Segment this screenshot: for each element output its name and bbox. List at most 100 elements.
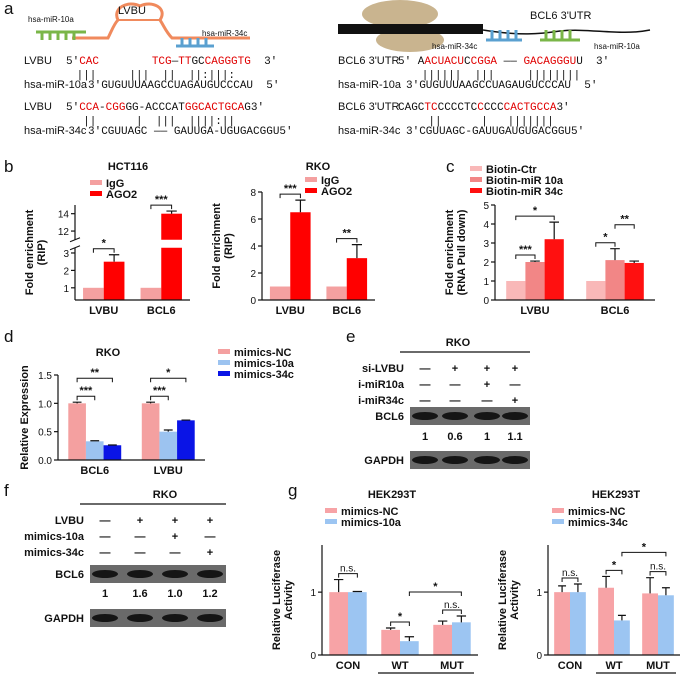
base-pairs: || | ||||||| <box>402 116 554 128</box>
sequence-segment: ACUACU <box>424 56 464 68</box>
sig-bracket <box>649 571 667 576</box>
y-tick-label: 12 <box>58 227 70 238</box>
sig-bracket <box>561 577 579 582</box>
bar <box>605 260 625 300</box>
sequence: 3'CGUUAGC-GAUUGAUGUGACGGU5' <box>406 126 584 138</box>
x-tick-label: MUT <box>440 660 464 672</box>
y-axis-label: (RNA Pull down) <box>456 209 468 295</box>
condition-mark: — <box>420 395 431 407</box>
sequence-segment: CAGC <box>398 102 425 114</box>
sig-bracket <box>515 254 536 260</box>
bar <box>83 287 104 300</box>
sequence-segment: - <box>99 102 106 114</box>
y-tick-label: 1 <box>536 588 542 599</box>
bar <box>554 592 570 655</box>
bar <box>381 629 400 655</box>
sig-label: * <box>166 367 171 379</box>
bar <box>642 593 658 655</box>
sig-bracket <box>150 377 187 383</box>
y-tick-label: 4 <box>250 242 256 253</box>
error-bar <box>385 627 396 630</box>
bcl6-diagram <box>338 0 651 52</box>
x-tick-label: WT <box>605 660 622 672</box>
blot-strip <box>90 609 226 627</box>
sequence-segment: CAC <box>79 56 99 68</box>
condition-label: mimics-34c <box>24 547 84 559</box>
error-bar <box>456 615 467 623</box>
panel-label: g <box>288 481 297 500</box>
sequence-segment: TT <box>178 56 192 68</box>
legend-label: AGO2 <box>321 186 352 198</box>
sequence-label: hsa-miR-34c <box>24 125 87 137</box>
bar <box>85 441 104 460</box>
band-label: BCL6 <box>55 569 84 581</box>
condition-mark: — <box>510 379 521 391</box>
sequence-segment: CGG <box>106 102 126 114</box>
sequence-segment: CGGA <box>471 56 498 68</box>
sig-bracket <box>279 193 301 199</box>
condition-mark: — <box>135 531 146 543</box>
y-axis-label: (RIP) <box>36 239 48 265</box>
diagram-label: hsa-miR-10a <box>28 15 74 24</box>
condition-mark: — <box>450 379 461 391</box>
sequence-segment: C <box>464 56 471 68</box>
sequence-segment: 5' <box>66 102 79 114</box>
y-tick-label: 0 <box>250 296 256 307</box>
x-tick-label: LVBU <box>276 305 305 317</box>
legend-swatch <box>470 177 482 182</box>
band-quant: 1.0 <box>167 588 182 600</box>
x-tick-label: LVBU <box>89 305 118 317</box>
y-tick-label: 3 <box>483 239 489 250</box>
blot-band <box>92 570 118 578</box>
blot-band <box>127 570 153 578</box>
y-tick-label: 5 <box>483 201 489 212</box>
bar <box>68 403 86 460</box>
blot-band <box>502 456 528 464</box>
lvbu-diagram <box>36 2 250 48</box>
sig-label: ** <box>342 228 351 240</box>
bar <box>103 445 122 460</box>
error-bar <box>351 244 363 259</box>
x-tick-label: LVBU <box>520 305 549 317</box>
condition-mark: + <box>452 363 458 375</box>
error-bar <box>90 440 100 442</box>
x-tick-label: CON <box>336 660 361 672</box>
legend-swatch <box>470 166 482 171</box>
error-bar <box>295 199 306 213</box>
condition-mark: — <box>205 531 216 543</box>
legend-swatch <box>552 508 564 513</box>
y-tick-label: 14 <box>58 210 70 221</box>
legend-swatch <box>552 519 564 524</box>
error-bar <box>602 575 611 588</box>
legend-swatch <box>218 349 230 354</box>
sequence-segment: GC <box>191 56 205 68</box>
sig-bracket <box>76 395 96 401</box>
y-axis-label: Fold enrichment <box>444 209 456 295</box>
diagram-label: BCL6 3'UTR <box>530 10 591 22</box>
bar <box>570 592 586 655</box>
error-bar <box>72 401 82 404</box>
sig-label: * <box>612 559 617 571</box>
legend-label: mimics-NC <box>234 347 292 359</box>
legend-swatch <box>90 180 102 185</box>
sequence: 5'CCA-CGGGG-ACCCATGGCACTGCAG3' <box>66 102 264 114</box>
condition-mark: + <box>172 515 178 527</box>
bar <box>269 286 291 300</box>
bar <box>433 624 452 655</box>
y-tick-label: 1 <box>483 277 489 288</box>
y-axis-label: Activity <box>509 579 521 620</box>
error-bar <box>610 248 620 261</box>
blot-band <box>162 614 188 622</box>
x-tick-label: BCL6 <box>147 305 176 317</box>
blot-band <box>442 412 468 420</box>
blot-strip <box>410 407 530 425</box>
band-quant: 1.2 <box>202 588 217 600</box>
y-axis-label: Relative Luciferase <box>271 550 283 650</box>
diagram-label: hsa-miR-34c <box>202 29 247 38</box>
band-quant: 1 <box>422 431 428 443</box>
error-bar <box>146 401 156 404</box>
condition-mark: — <box>482 395 493 407</box>
x-tick-label: MUT <box>646 660 670 672</box>
y-axis-label: Fold enrichment <box>211 203 223 289</box>
y-tick-label: 0 <box>483 296 489 307</box>
